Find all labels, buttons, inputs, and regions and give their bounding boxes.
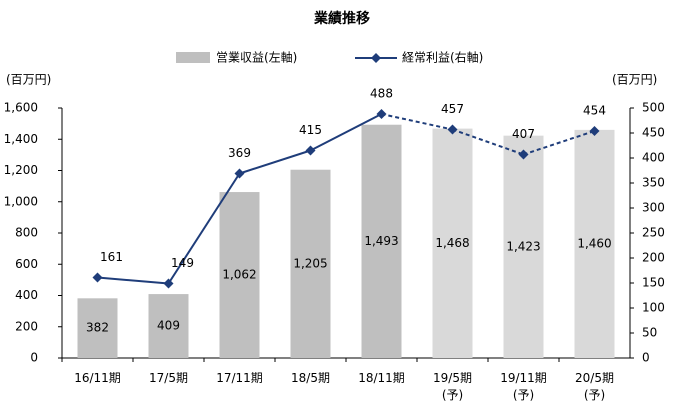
y2-tick-label: 0 <box>642 351 650 365</box>
x-tick-label: 16/11期 <box>74 371 121 385</box>
bar-value-label: 1,493 <box>364 234 398 248</box>
x-tick-label: 20/5期(予) <box>575 371 614 402</box>
y-tick-label: 1,400 <box>4 132 38 146</box>
y2-tick-label: 400 <box>642 151 665 165</box>
bar <box>432 128 473 358</box>
bar-value-label: 1,468 <box>435 236 469 250</box>
line-segment <box>381 113 453 131</box>
line-segment <box>167 172 241 285</box>
y-tick-label: 1,600 <box>4 101 38 115</box>
line-point <box>447 124 458 135</box>
y-tick-label: 400 <box>15 288 38 302</box>
x-tick-label: 18/11期 <box>358 371 405 385</box>
line-segment <box>239 149 311 175</box>
bar-value-label: 1,062 <box>222 268 256 282</box>
bar <box>361 124 402 358</box>
y-tick-label: 1,000 <box>4 194 38 208</box>
line-value-label: 407 <box>512 127 535 141</box>
line-point <box>234 168 245 179</box>
line-value-label: 415 <box>299 123 322 137</box>
bar <box>148 294 189 358</box>
line-point <box>518 149 529 160</box>
chart-title: 業績推移 <box>313 10 370 27</box>
line-point <box>376 109 387 119</box>
legend-label: 営業収益(左軸) <box>216 50 297 65</box>
line-value-label: 488 <box>370 87 393 101</box>
line-segment <box>523 130 595 156</box>
line-segment <box>452 128 524 156</box>
y-tick-label: 0 <box>30 351 38 365</box>
x-tick-label: 17/11期 <box>216 371 263 385</box>
line-point <box>92 272 103 283</box>
bar <box>503 135 544 358</box>
bar <box>574 129 615 358</box>
line-point <box>305 145 316 156</box>
y2-tick-label: 350 <box>642 176 665 190</box>
bar <box>77 298 118 358</box>
x-tick-label: 19/11期(予) <box>500 371 547 402</box>
bar-value-label: 1,423 <box>506 239 540 253</box>
y2-tick-label: 450 <box>642 126 665 140</box>
legend-swatch <box>176 52 210 63</box>
x-tick-label: 18/5期 <box>291 371 330 385</box>
y-tick-label: 200 <box>15 319 38 333</box>
line-value-label: 161 <box>100 250 123 264</box>
line-segment <box>310 113 382 152</box>
y-axis-label: (百万円) <box>6 73 51 87</box>
y2-tick-label: 50 <box>642 326 657 340</box>
line-segment <box>97 276 169 285</box>
x-tick-label: 19/5期(予) <box>433 371 472 402</box>
line-value-label: 369 <box>228 146 251 160</box>
line-value-label: 454 <box>583 104 606 118</box>
y-tick-label: 1,200 <box>4 163 38 177</box>
line-point <box>589 126 600 136</box>
bar-value-label: 1,205 <box>293 256 327 270</box>
line-value-label: 149 <box>171 256 194 270</box>
line-value-label: 457 <box>441 102 464 116</box>
y2-tick-label: 250 <box>642 226 665 240</box>
bar-value-label: 1,460 <box>577 236 611 250</box>
bar <box>219 192 260 358</box>
bar <box>290 169 331 358</box>
y2-axis-label: (百万円) <box>612 73 657 87</box>
x-tick-label: 17/5期 <box>149 371 188 385</box>
y-tick-label: 800 <box>15 226 38 240</box>
bar-value-label: 382 <box>86 321 109 335</box>
y-tick-label: 600 <box>15 257 38 271</box>
y2-tick-label: 100 <box>642 301 665 315</box>
y2-tick-label: 500 <box>642 101 665 115</box>
bar-value-label: 409 <box>157 319 180 333</box>
legend-label: 経常利益(右軸) <box>402 50 483 65</box>
y2-tick-label: 200 <box>642 251 665 265</box>
line-point <box>163 278 174 289</box>
legend-marker <box>371 53 381 63</box>
y2-tick-label: 150 <box>642 276 665 290</box>
y2-tick-label: 300 <box>642 201 665 215</box>
